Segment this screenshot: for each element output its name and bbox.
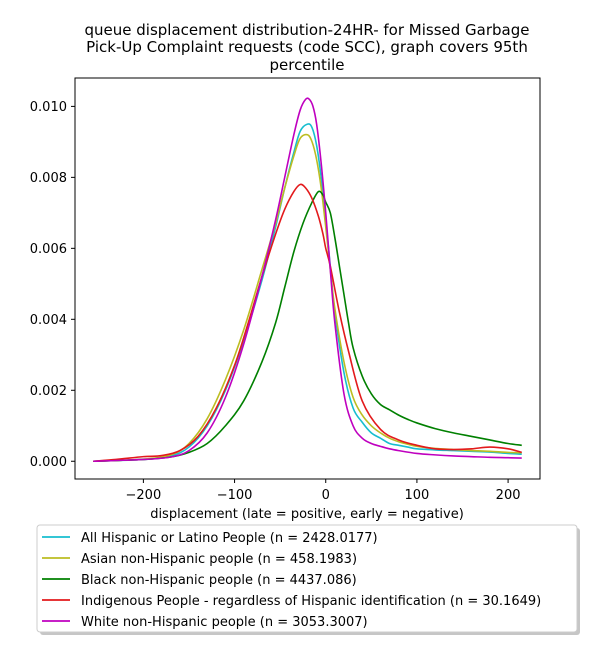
x-axis-ticks: −200 −100 0 100 200	[126, 479, 521, 503]
series-line-3	[93, 190, 522, 463]
legend-items: All Hispanic or Latino People (n = 2428.…	[42, 531, 541, 630]
y-tick-label: 0.010	[30, 100, 67, 115]
legend-label-4: Indigenous People - regardless of Hispan…	[81, 594, 541, 609]
series-line-4	[93, 183, 522, 463]
chart-title: queue displacement distribution-24HR- fo…	[85, 21, 530, 74]
legend-box	[36, 524, 578, 633]
chart-title-line-3: percentile	[269, 56, 344, 74]
legend: All Hispanic or Latino People (n = 2428.…	[36, 524, 580, 635]
y-tick-label: 0.006	[30, 242, 67, 257]
legend-label-2: Asian non-Hispanic people (n = 458.1983)	[81, 552, 357, 567]
y-tick-label: 0.008	[30, 171, 67, 186]
y-axis-ticks: 0.000 0.002 0.004 0.006 0.008 0.010	[30, 100, 75, 470]
series-lines	[93, 97, 522, 463]
series-line-2	[93, 133, 522, 463]
y-tick-label: 0.002	[30, 384, 67, 399]
series-line-1	[93, 123, 522, 463]
plot-area-frame	[74, 77, 541, 480]
x-tick-label: −100	[217, 488, 253, 503]
legend-label-3: Black non-Hispanic people (n = 4437.086)	[81, 573, 357, 588]
chart-title-line-2: Pick-Up Complaint requests (code SCC), g…	[86, 38, 528, 56]
x-axis-label: displacement (late = positive, early = n…	[150, 507, 464, 522]
series-line-5	[93, 97, 522, 463]
x-tick-label: 0	[322, 488, 330, 503]
legend-label-1: All Hispanic or Latino People (n = 2428.…	[81, 531, 378, 546]
y-tick-label: 0.000	[30, 455, 67, 470]
x-tick-label: 200	[496, 488, 521, 503]
chart-title-line-1: queue displacement distribution-24HR- fo…	[85, 21, 530, 39]
y-tick-label: 0.004	[30, 313, 67, 328]
x-tick-label: 100	[404, 488, 429, 503]
legend-label-5: White non-Hispanic people (n = 3053.3007…	[81, 615, 368, 630]
x-tick-label: −200	[126, 488, 162, 503]
